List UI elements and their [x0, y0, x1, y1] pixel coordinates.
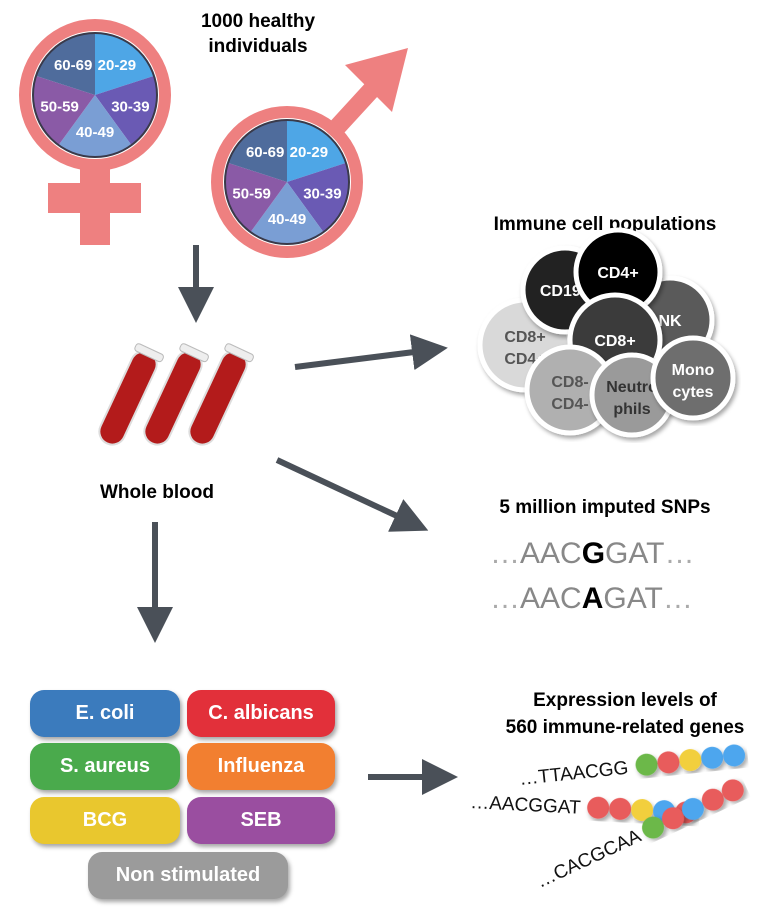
age-slice-40-49	[58, 95, 132, 158]
cell-label: CD4+	[597, 265, 638, 282]
expression-bead	[642, 816, 665, 839]
stimulus-non-stimulated: Non stimulated	[88, 852, 288, 899]
expression-bead	[681, 797, 704, 820]
age-slice-30-39	[287, 162, 350, 233]
stimulus-c-albicans: C. albicans	[187, 690, 335, 737]
whole-blood-label: Whole blood	[100, 482, 214, 503]
read-sequence: …TTAACGG	[518, 758, 629, 790]
expression-reads: …TTAACGG…AACGGAT …CACGCAA	[470, 744, 746, 893]
expression-bead	[721, 779, 744, 802]
cell-label: Mono	[672, 362, 715, 379]
stimulus-s-aureus: S. aureus	[30, 743, 180, 790]
age-label: 40-49	[268, 211, 306, 228]
age-label: 20-29	[290, 144, 328, 161]
snp-sequence-1: …AACGGAT…	[490, 537, 694, 570]
cell-population: Mono cytes	[650, 335, 736, 421]
cell-population: CD8- CD4-	[524, 344, 616, 436]
expression-read: …CACGCAA	[533, 779, 744, 893]
cells-title: Immune cell populations	[494, 214, 717, 235]
read-sequence: …AACGGAT	[470, 792, 582, 819]
age-label: 60-69	[54, 57, 92, 74]
snp-sequences: …AACGGAT… …AACAGAT…	[490, 537, 694, 615]
expression-title-line1: Expression levels of	[533, 690, 717, 711]
age-slice-60-69	[228, 120, 287, 182]
immune-cell-cluster: CD8+CD4+CD19+NKCD4+CD8+CD8-CD4-Neutrophi…	[477, 227, 736, 438]
stimulus-bcg: BCG	[30, 797, 180, 844]
snp-sequence-2: …AACAGAT…	[490, 582, 693, 615]
expression-bead	[587, 796, 610, 819]
expression-bead	[631, 799, 654, 822]
expression-bead	[635, 753, 658, 776]
male-symbol: 20-29 30-39 40-49 50-59 60-69	[211, 48, 408, 258]
age-slice-30-39	[95, 75, 157, 146]
expression-title-line2: 560 immune-related genes	[506, 717, 745, 738]
age-slice-50-59	[33, 75, 95, 146]
age-label: 60-69	[246, 144, 284, 161]
cohort-title-line2: individuals	[208, 36, 307, 57]
expression-bead	[609, 797, 632, 820]
symbol-ring	[19, 19, 171, 171]
cell-label: CD8+	[594, 333, 635, 350]
read-sequence: …CACGCAA	[533, 826, 645, 893]
cell-label: CD8+	[504, 329, 545, 346]
symbol-ring	[211, 106, 363, 258]
expression-bead	[679, 749, 702, 772]
arrow-blood-to-cells	[294, 334, 448, 371]
age-label: 50-59	[40, 98, 78, 115]
arrow-blood-to-snps	[275, 457, 429, 532]
cell-label: cytes	[673, 384, 714, 401]
expression-bead	[657, 751, 680, 774]
cell-label: CD8-	[551, 374, 588, 391]
expression-bead	[723, 744, 746, 767]
age-label: 50-59	[232, 185, 270, 202]
female-symbol: 20-29 30-39 40-49 50-59 60-69	[19, 19, 171, 245]
age-label: 30-39	[303, 185, 341, 202]
blood-tubes-icon	[98, 343, 254, 446]
age-pie-female: 20-29 30-39 40-49 50-59 60-69	[19, 19, 171, 171]
age-pie-male: 20-29 30-39 40-49 50-59 60-69	[211, 106, 363, 258]
age-slice-60-69	[36, 33, 95, 95]
age-slice-50-59	[224, 162, 287, 233]
cohort-title-line1: 1000 healthy	[201, 11, 315, 32]
stimulus-e-coli: E. coli	[30, 690, 180, 737]
age-label: 40-49	[76, 124, 114, 141]
pie-outline	[224, 119, 350, 245]
expression-read: …AACGGAT	[470, 792, 698, 824]
cell-label: NK	[658, 313, 682, 330]
expression-bead	[661, 807, 684, 830]
expression-read: …TTAACGG	[518, 744, 746, 790]
stimulus-influenza: Influenza	[187, 743, 335, 790]
expression-bead	[701, 746, 724, 769]
cell-population: CD4+	[573, 227, 663, 317]
cell-label: Neutro	[606, 379, 658, 396]
cell-circle	[650, 335, 736, 421]
cell-label: CD4-	[551, 396, 588, 413]
age-slice-20-29	[95, 33, 154, 95]
age-slice-40-49	[250, 182, 324, 244]
age-slice-20-29	[287, 120, 346, 182]
pie-outline	[32, 32, 158, 158]
expression-bead	[701, 788, 724, 811]
age-label: 30-39	[111, 98, 149, 115]
snps-title: 5 million imputed SNPs	[499, 497, 710, 518]
stimulus-seb: SEB	[187, 797, 335, 844]
age-label: 20-29	[98, 57, 136, 74]
cell-label: phils	[613, 401, 650, 418]
